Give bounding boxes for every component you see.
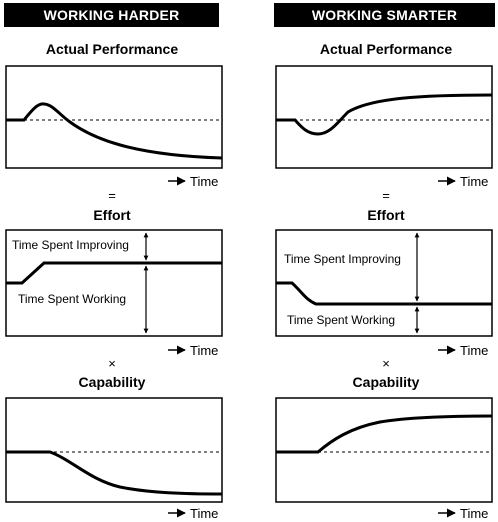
right-performance-time-axis: Time	[438, 174, 488, 189]
right-effort-time-axis: Time	[438, 343, 488, 358]
left-performance-title: Actual Performance	[46, 41, 178, 57]
left-effort-title: Effort	[93, 207, 131, 223]
right-performance-curve	[276, 93, 493, 136]
time-label: Time	[190, 506, 218, 521]
time-label: Time	[190, 343, 218, 358]
right-effort-title: Effort	[367, 207, 405, 223]
right-capability-title: Capability	[353, 374, 420, 390]
left-capability-curve	[6, 450, 223, 496]
header-working-smarter: WORKING SMARTER	[274, 3, 495, 27]
right-improving-label: Time Spent Improving	[284, 252, 401, 266]
time-label: Time	[460, 174, 488, 189]
time-label: Time	[460, 343, 488, 358]
time-label: Time	[460, 506, 488, 521]
left-performance-time-axis: Time	[168, 174, 218, 189]
right-effort-curve	[276, 281, 492, 306]
right-capability-curve	[276, 414, 493, 454]
left-capability-time-axis: Time	[168, 506, 218, 521]
left-capability-title: Capability	[79, 374, 146, 390]
left-effort-time-axis: Time	[168, 343, 218, 358]
right-capability-time-axis: Time	[438, 506, 488, 521]
header-working-harder: WORKING HARDER	[4, 3, 219, 27]
left-times-sign: ×	[108, 356, 116, 371]
time-label: Time	[190, 174, 218, 189]
right-performance-title: Actual Performance	[320, 41, 452, 57]
left-performance-curve	[6, 102, 223, 160]
left-capability-panel	[5, 397, 223, 503]
left-performance-panel	[5, 65, 223, 169]
right-performance-panel	[275, 65, 493, 169]
right-times-sign: ×	[382, 356, 390, 371]
right-working-label: Time Spent Working	[287, 313, 395, 327]
left-working-label: Time Spent Working	[18, 292, 126, 306]
right-capability-panel	[275, 397, 493, 503]
left-equals-sign: =	[108, 188, 116, 203]
left-improving-label: Time Spent Improving	[12, 238, 129, 252]
right-equals-sign: =	[382, 188, 390, 203]
left-effort-curve	[6, 261, 222, 285]
